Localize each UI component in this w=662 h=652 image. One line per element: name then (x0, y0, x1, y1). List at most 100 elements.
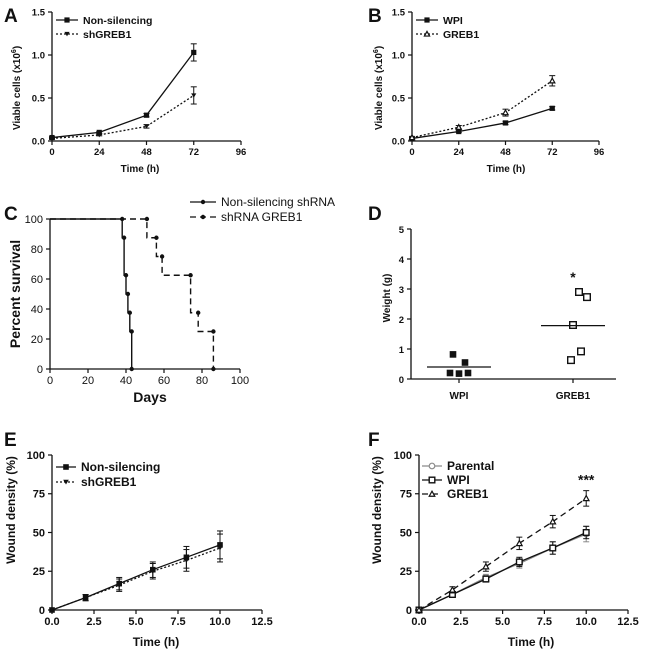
legend-entry: shGREB1 (56, 475, 137, 489)
data-point (196, 310, 201, 315)
x-tick-label: 72 (547, 147, 558, 158)
x-axis-title: Time (h) (487, 164, 526, 175)
y-tick-label: 20 (31, 334, 43, 346)
series-line (50, 218, 215, 369)
legend-entry: GREB1 (422, 487, 489, 501)
legend-label: shRNA GREB1 (221, 210, 303, 224)
legend-label: WPI (447, 473, 470, 487)
data-point (188, 273, 193, 278)
legend-entry: Non-silencing (56, 460, 160, 474)
data-point (154, 235, 159, 240)
x-tick-label: 0 (49, 147, 54, 158)
x-tick-label: 10.0 (575, 616, 596, 628)
y-tick-label: 100 (27, 450, 45, 462)
data-point (582, 494, 591, 502)
series-line (418, 531, 587, 611)
series-line (51, 547, 221, 611)
x-tick-label: 24 (453, 147, 464, 158)
y-tick-label: 1 (399, 345, 405, 356)
panel-label: E (4, 430, 17, 451)
panel-c: C 0 20 40 60 80 100 0 20 40 60 80 100 Non-silencing … (4, 195, 335, 405)
x-tick-label: 7.5 (170, 616, 185, 628)
data-point (575, 288, 584, 297)
series-line (51, 544, 221, 611)
x-tick-label: 12.5 (251, 616, 272, 628)
x-tick-label: 2.5 (86, 616, 101, 628)
x-tick-label: 40 (120, 375, 132, 387)
x-tick-label: 48 (500, 147, 511, 158)
x-axis-title: Time (h) (121, 164, 160, 175)
data-point (502, 120, 509, 126)
data-point (125, 291, 131, 297)
y-tick-label: 60 (31, 274, 43, 286)
panel-b: B 0 24 48 72 96 0.0 0.5 1.0 1.5 WPI GREB1 Time (h)… (368, 6, 604, 175)
data-point (64, 17, 70, 23)
group-greb1 (541, 288, 605, 365)
data-point (49, 607, 55, 613)
data-point (200, 199, 206, 205)
x-tick-label: 100 (231, 375, 249, 387)
data-point (183, 558, 190, 563)
legend-entry: Non-silencing (56, 15, 152, 27)
y-tick-label: 75 (400, 489, 412, 501)
series-greb1 (415, 490, 591, 613)
panel-label: B (368, 6, 382, 27)
series-wpi (409, 105, 556, 142)
legend-label: GREB1 (443, 29, 479, 41)
panel-e: E 0.0 2.5 5.0 7.5 10.0 12.5 0 25 50 75 100 Non-sile… (4, 430, 273, 649)
series-non-silencing-shrna (50, 216, 134, 372)
data-point (64, 31, 70, 37)
y-tick-label: 50 (33, 527, 45, 539)
data-point (501, 108, 510, 116)
legend-label: Non-silencing shRNA (221, 195, 335, 209)
x-tick-label: 0 (409, 147, 414, 158)
data-point (548, 76, 556, 84)
significance-annotation: *** (578, 472, 595, 488)
legend-entry: WPI (416, 15, 463, 27)
data-point (424, 17, 430, 23)
legend-entry: WPI (422, 473, 470, 487)
panel-label: F (368, 430, 380, 451)
y-axis-title: Viable cells (x106) (373, 46, 385, 130)
x-tick-label: 60 (158, 375, 170, 387)
y-tick-label: 25 (33, 566, 45, 578)
y-tick-label: 50 (400, 527, 412, 539)
y-axis-title: Wound density (%) (4, 456, 18, 564)
data-point (49, 136, 55, 141)
data-point (121, 235, 127, 240)
y-tick-label: 0 (406, 605, 412, 617)
y-tick-label: 25 (400, 566, 412, 578)
x-tick-label: 7.5 (537, 616, 552, 628)
legend-label: shGREB1 (83, 29, 132, 41)
y-tick-label: 80 (31, 244, 43, 256)
data-point (428, 462, 436, 470)
x-tick-label: 80 (196, 375, 208, 387)
y-tick-label: 5 (399, 225, 405, 236)
y-tick-label: 40 (31, 304, 43, 316)
y-tick-label: 0.0 (392, 137, 405, 148)
data-point (449, 351, 457, 358)
x-axis-title: Days (133, 389, 167, 405)
data-point (428, 476, 436, 484)
data-point (123, 273, 129, 278)
data-point (448, 585, 457, 593)
x-tick-label: WPI (450, 391, 469, 402)
y-tick-label: 1.5 (392, 8, 406, 19)
data-point (211, 366, 216, 372)
y-tick-label: 0.0 (32, 137, 45, 148)
panel-label: D (368, 204, 382, 225)
series-line (411, 107, 553, 140)
series-shrna-greb1 (50, 216, 216, 372)
data-point (415, 605, 423, 613)
y-tick-label: 0 (39, 605, 45, 617)
y-tick-label: 75 (33, 489, 45, 501)
legend-label: Non-silencing (81, 460, 160, 474)
x-tick-label: 24 (94, 147, 105, 158)
data-point (428, 489, 436, 497)
data-point (63, 479, 69, 485)
x-tick-label: 10.0 (209, 616, 230, 628)
x-tick-label: 0.0 (411, 616, 426, 628)
series-shgreb1 (49, 86, 197, 141)
data-point (129, 329, 134, 334)
